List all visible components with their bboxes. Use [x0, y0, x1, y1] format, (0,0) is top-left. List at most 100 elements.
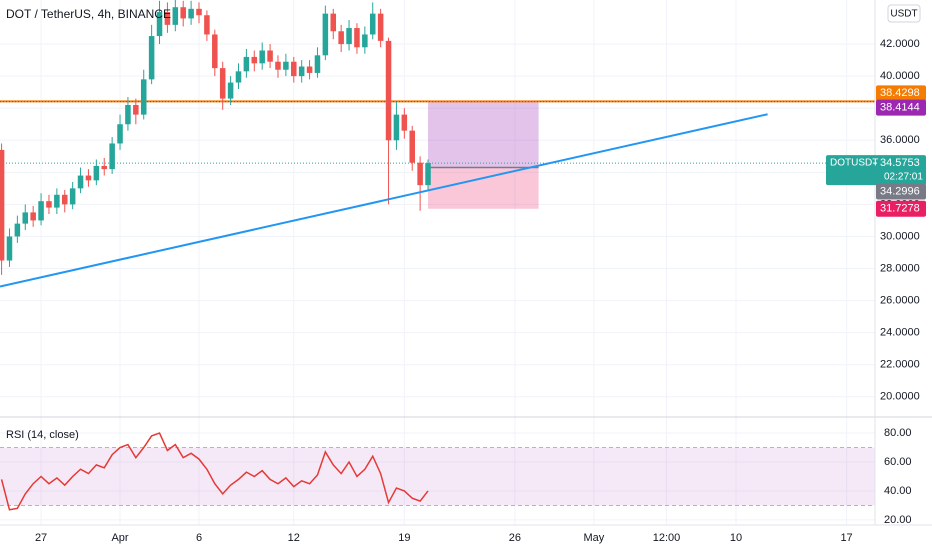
chart-title: DOT / TetherUS, 4h, BINANCE [6, 7, 171, 21]
candle-body [235, 71, 242, 83]
x-tick-label: 12:00 [653, 532, 681, 544]
candle-body [283, 61, 289, 70]
grid [0, 0, 875, 525]
candle-body [362, 34, 368, 48]
candle-body [101, 165, 108, 170]
rsi-tick-label: 20.00 [884, 514, 912, 526]
candle-body [140, 79, 147, 115]
candle-body [322, 13, 329, 56]
unit-badge[interactable] [887, 4, 921, 23]
candle-body [117, 124, 123, 144]
candle-body [385, 40, 392, 141]
y-tick-label: 42.0000 [880, 38, 920, 50]
candle-body [22, 212, 29, 224]
last-price-tag-bg [826, 155, 926, 186]
candle-body [425, 163, 431, 186]
candle-body [306, 66, 313, 73]
candle-body [401, 114, 408, 131]
y-tick-label: 40.0000 [880, 70, 920, 82]
candle-body [354, 28, 360, 48]
last-price-countdown: 02:27:01 [884, 172, 923, 183]
trend-line [0, 113, 768, 288]
candle-body [180, 7, 186, 19]
candle-body [330, 13, 337, 32]
hline-tag-bg [876, 85, 926, 102]
candle-body [54, 194, 60, 208]
rsi-pane [0, 432, 875, 511]
target-tag-text: 38.4144 [880, 101, 920, 113]
target-tag-bg [876, 99, 926, 116]
candle-body [77, 175, 84, 189]
candle-body [259, 50, 265, 64]
entry-tag-text: 34.2996 [880, 185, 920, 197]
candle-body [188, 8, 194, 19]
candle-body [125, 105, 131, 125]
candle-body [61, 194, 68, 205]
rsi-label: RSI (14, close) [6, 429, 79, 441]
candle-body [251, 56, 258, 64]
candle-body [172, 7, 179, 25]
x-tick-label: 26 [509, 532, 521, 544]
axes: 27 Apr 6 12 19 26 May 12:00 10 17 20.0000 22.0000 24… [35, 38, 926, 544]
last-price-name: DOTUSDT [830, 158, 878, 169]
candle-body [109, 143, 115, 170]
candle-body [409, 130, 415, 163]
candle-body [275, 61, 281, 70]
x-tick-label: 6 [196, 532, 202, 544]
candle-body [196, 8, 202, 16]
candle-body [38, 201, 44, 221]
candle-body [46, 201, 52, 208]
y-tick-label: 36.0000 [880, 134, 920, 146]
candle-body [291, 61, 297, 77]
y-tick-label: 24.0000 [880, 327, 920, 339]
candle-body [204, 15, 210, 35]
candle-body [243, 56, 250, 72]
y-tick-label: 22.0000 [880, 359, 920, 371]
candle-body [314, 55, 321, 73]
candle-body [393, 114, 400, 141]
candle-body [369, 13, 376, 35]
candle-body [156, 12, 163, 37]
candle-body [0, 149, 5, 261]
candle-body [30, 212, 36, 221]
candle-body [6, 236, 13, 261]
stop-tag-bg [876, 200, 926, 217]
target-zone [428, 101, 539, 168]
axis-unit: USDT [890, 9, 917, 20]
x-tick-label: 10 [730, 532, 742, 544]
hline-tag-text: 38.4298 [880, 87, 920, 99]
candle-body [212, 34, 218, 69]
x-tick-label: May [583, 532, 604, 544]
candle-body [346, 28, 352, 45]
last-price-value: 34.5753 [880, 157, 920, 169]
candle-body [85, 175, 92, 181]
candle-body [14, 223, 21, 237]
price-pane [0, 0, 875, 288]
candle-body [417, 162, 423, 186]
candle-body [298, 66, 305, 77]
y-tick-label: 30.0000 [880, 230, 920, 242]
candle-body [338, 31, 344, 45]
candle-body [148, 36, 155, 80]
candle-body [267, 50, 273, 62]
candle-body [69, 188, 76, 205]
x-tick-label: 17 [840, 532, 852, 544]
y-tick-label: 20.0000 [880, 391, 920, 403]
y-tick-label: 26.0000 [880, 294, 920, 306]
rsi-line [0, 432, 429, 511]
candle-body [377, 13, 384, 41]
candle-body [164, 12, 171, 25]
candle-body [219, 68, 226, 99]
stop-zone [428, 167, 539, 209]
rsi-tick-label: 60.00 [884, 456, 912, 468]
x-tick-label: Apr [111, 532, 128, 544]
y-tick-label: 28.0000 [880, 262, 920, 274]
candle-body [93, 165, 100, 181]
candle-body [133, 105, 139, 115]
candle-body [227, 82, 234, 99]
x-tick-label: 27 [35, 532, 47, 544]
rsi-tick-label: 80.00 [884, 427, 912, 439]
x-tick-label: 12 [288, 532, 300, 544]
